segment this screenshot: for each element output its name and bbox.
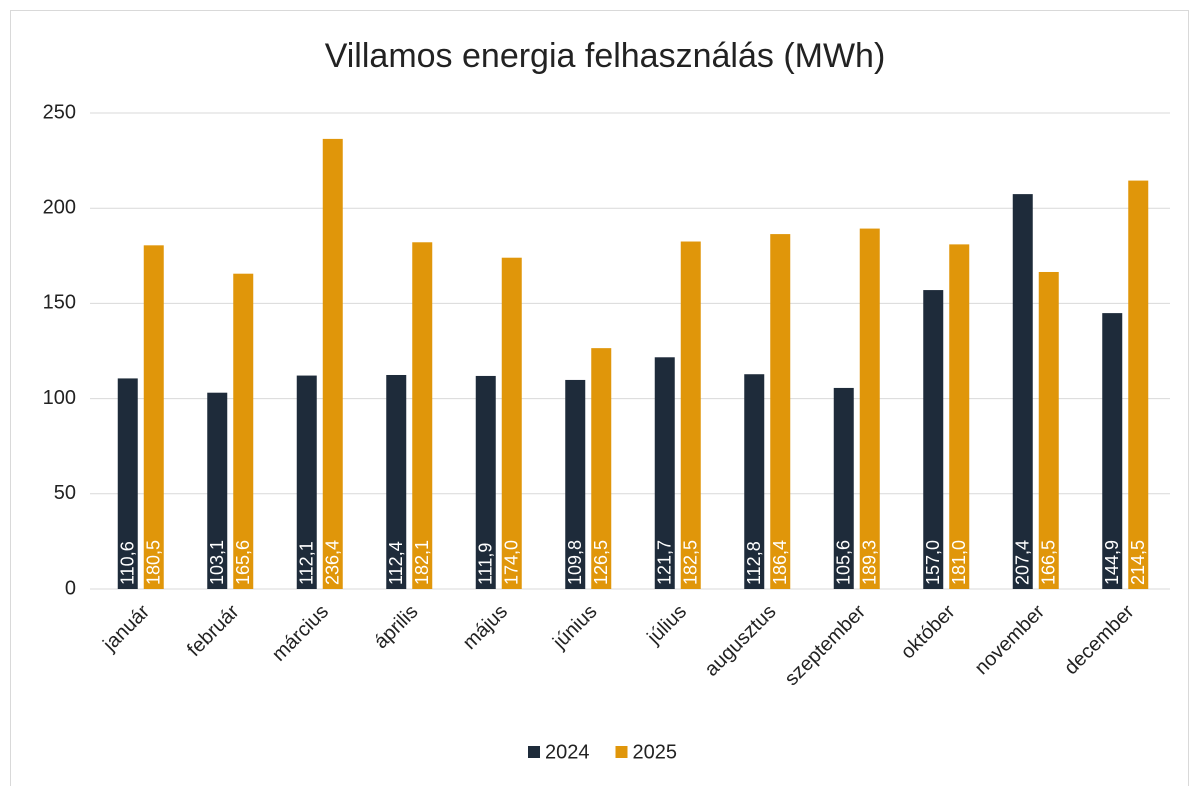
legend-label: 2024: [545, 741, 590, 763]
bar: [680, 241, 701, 589]
bar: [654, 357, 675, 589]
value-label: 110,6: [118, 541, 138, 585]
value-label: 189,3: [860, 540, 880, 585]
value-label: 109,8: [565, 540, 585, 585]
value-label: 182,1: [412, 540, 432, 585]
y-tick-label: 250: [43, 101, 76, 123]
value-label: 144,9: [1102, 540, 1122, 585]
bar: [591, 348, 612, 589]
value-label: 166,5: [1039, 540, 1059, 585]
value-label: 182,5: [681, 540, 701, 585]
bar: [1102, 313, 1123, 589]
y-tick-label: 100: [43, 387, 76, 409]
value-label: 214,5: [1128, 540, 1148, 585]
y-tick-label: 0: [65, 577, 76, 599]
value-label: 103,1: [207, 540, 227, 585]
bar: [770, 234, 791, 589]
bar: [117, 378, 138, 589]
value-label: 112,8: [744, 541, 764, 585]
value-label: 186,4: [770, 540, 790, 585]
bar: [207, 392, 228, 589]
legend-swatch: [615, 746, 628, 758]
y-tick-label: 50: [54, 482, 76, 504]
chart-title: Villamos energia felhasználás (MWh): [325, 37, 886, 75]
value-label: 112,4: [386, 541, 406, 585]
bar: [949, 244, 970, 589]
bar: [233, 273, 254, 589]
bar: [1128, 180, 1149, 590]
bar: [143, 245, 164, 589]
bar: [565, 379, 586, 589]
bar: [296, 375, 317, 589]
bar: [923, 290, 944, 589]
bar: [501, 257, 522, 589]
bar: [322, 138, 343, 589]
bar: [1012, 194, 1033, 589]
value-label: 105,6: [834, 540, 854, 585]
value-label: 112,1: [297, 541, 317, 585]
value-label: 207,4: [1013, 540, 1033, 585]
value-label: 126,5: [591, 540, 611, 585]
value-label: 157,0: [923, 540, 943, 585]
bar: [412, 242, 433, 589]
value-label: 236,4: [323, 540, 343, 585]
legend-swatch: [528, 746, 540, 758]
y-tick-label: 150: [43, 292, 76, 314]
value-label: 121,7: [655, 540, 675, 585]
legend-label: 2025: [633, 741, 678, 763]
y-tick-label: 200: [43, 196, 76, 218]
value-label: 165,6: [233, 540, 253, 585]
bar: [386, 374, 407, 589]
bar: [744, 374, 765, 589]
value-label: 181,0: [949, 540, 969, 585]
bar: [833, 387, 854, 589]
value-label: 180,5: [144, 540, 164, 585]
bar: [859, 228, 880, 589]
bar: [475, 375, 496, 589]
value-label: 174,0: [502, 540, 522, 585]
value-label: 111,9: [476, 543, 496, 585]
bar: [1038, 271, 1059, 589]
